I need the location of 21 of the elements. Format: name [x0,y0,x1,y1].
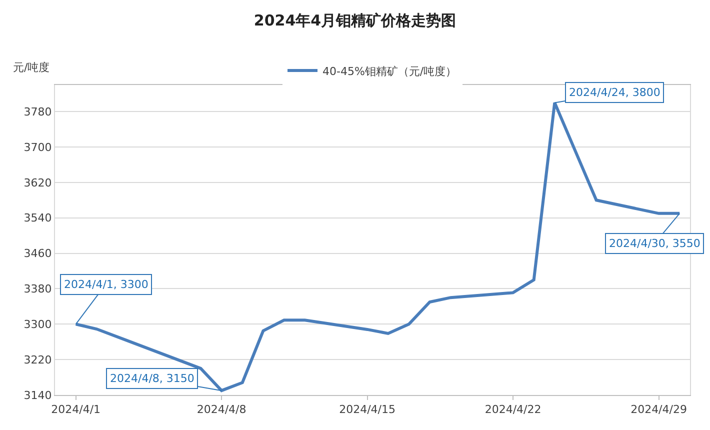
x-tick-label: 2024/4/8 [196,403,246,416]
annotation: 2024/4/24, 3800 [569,86,660,99]
x-tick-label: 2024/4/15 [339,403,396,416]
y-tick-label: 3540 [24,212,52,225]
y-tick-label: 3620 [24,176,52,190]
y-tick-label: 3220 [24,353,52,366]
y-tick-label: 3460 [24,247,52,260]
y-tick-label: 3780 [24,105,52,118]
legend-label: 40-45%钼精矿（元/吨度） [322,64,457,78]
y-tick-label: 3380 [24,282,52,296]
y-tick-label: 3300 [24,318,52,331]
y-tick-label: 3700 [24,140,52,154]
chart-title: 2024年4月钼精矿价格走势图 [254,12,456,30]
y-axis-title: 元/吨度 [13,61,50,74]
y-tick-label: 3140 [24,388,52,402]
x-tick-label: 2024/4/29 [630,403,687,416]
annotation: 2024/4/30, 3550 [609,237,700,250]
annotation: 2024/4/8, 3150 [110,372,194,385]
annotation: 2024/4/1, 3300 [64,278,148,291]
x-tick-label: 2024/4/1 [51,403,101,416]
x-tick-label: 2024/4/22 [484,403,542,416]
